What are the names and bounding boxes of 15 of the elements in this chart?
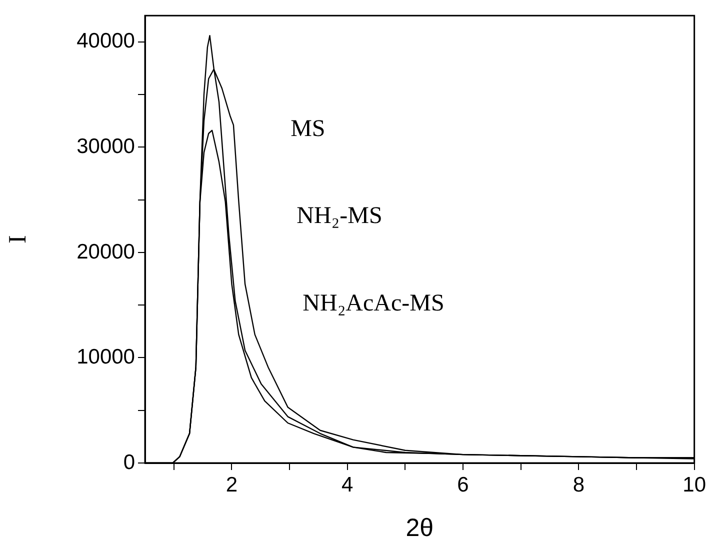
x-tick-label: 2 [226, 473, 238, 496]
y-tick-label: 0 [123, 450, 135, 474]
annotation: MS [290, 116, 326, 142]
x-tick-label: 6 [457, 473, 469, 496]
x-tick-label: 10 [682, 473, 706, 496]
y-tick-label: 20000 [76, 240, 135, 264]
annotation: NH₂AcAc-MS [302, 290, 444, 316]
x-axis-title: 2θ [406, 514, 434, 542]
y-axis-title: I [4, 235, 32, 244]
annotation: NH₂-MS [296, 203, 382, 230]
x-tick-label: 8 [572, 473, 585, 496]
y-tick-label: 10000 [76, 346, 135, 369]
y-tick-label: 40000 [76, 30, 135, 53]
y-tick-label: 30000 [76, 134, 135, 158]
x-tick-label: 4 [342, 473, 354, 496]
